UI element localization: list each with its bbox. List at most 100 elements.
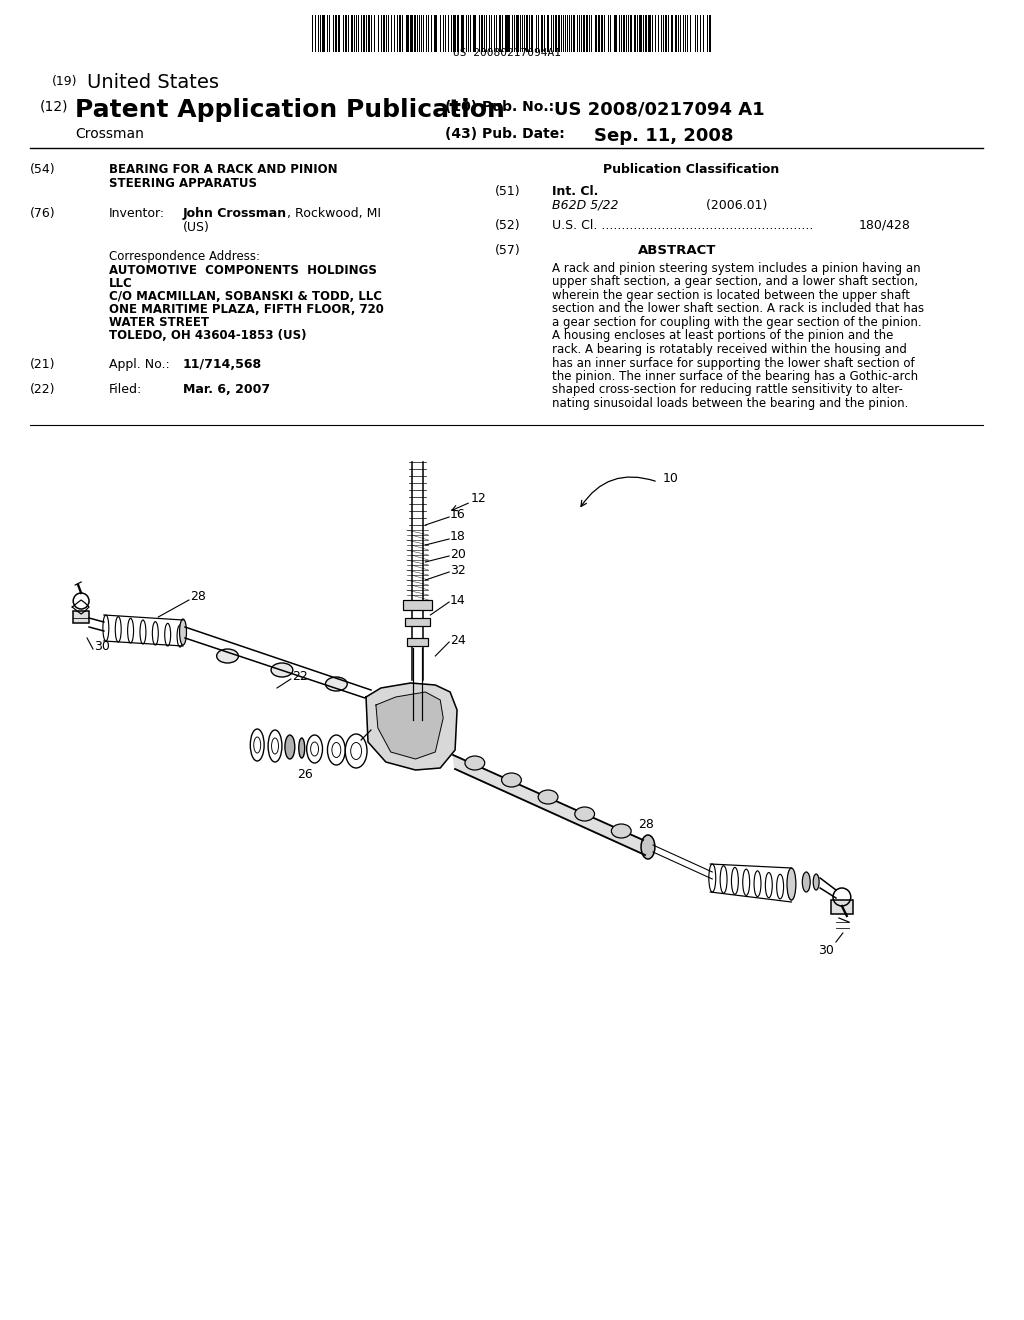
Bar — [601, 15, 603, 51]
Bar — [461, 15, 464, 51]
Text: (2006.01): (2006.01) — [666, 199, 767, 213]
Text: (12): (12) — [40, 100, 68, 114]
Text: (22): (22) — [30, 383, 55, 396]
Polygon shape — [453, 755, 645, 855]
Text: upper shaft section, a gear section, and a lower shaft section,: upper shaft section, a gear section, and… — [552, 276, 919, 289]
Bar — [645, 15, 647, 51]
Bar — [541, 15, 543, 51]
Text: (54): (54) — [30, 162, 55, 176]
Text: rack. A bearing is rotatably received within the housing and: rack. A bearing is rotatably received wi… — [552, 343, 907, 356]
Ellipse shape — [326, 677, 347, 690]
Text: John Crossman: John Crossman — [183, 207, 287, 220]
Bar — [324, 15, 326, 51]
Bar — [410, 15, 413, 51]
Text: 30: 30 — [818, 944, 834, 957]
Text: C/O MACMILLAN, SOBANSKI & TODD, LLC: C/O MACMILLAN, SOBANSKI & TODD, LLC — [109, 290, 382, 304]
Text: (57): (57) — [495, 244, 520, 257]
Bar — [453, 15, 456, 51]
Text: (19): (19) — [51, 75, 77, 88]
Text: , Rockwood, MI: , Rockwood, MI — [287, 207, 381, 220]
Bar — [336, 15, 337, 51]
Text: US 20080217094A1: US 20080217094A1 — [453, 48, 560, 58]
Bar — [345, 15, 347, 51]
Text: 16: 16 — [451, 508, 466, 521]
Bar — [572, 15, 574, 51]
Text: Sep. 11, 2008: Sep. 11, 2008 — [594, 127, 733, 145]
Text: Mar. 6, 2007: Mar. 6, 2007 — [183, 383, 270, 396]
Bar — [398, 15, 400, 51]
Text: AUTOMOTIVE  COMPONENTS  HOLDINGS: AUTOMOTIVE COMPONENTS HOLDINGS — [109, 264, 377, 277]
Bar — [368, 15, 370, 51]
Text: shaped cross-section for reducing rattle sensitivity to alter-: shaped cross-section for reducing rattle… — [552, 384, 903, 396]
Text: Correspondence Address:: Correspondence Address: — [109, 249, 260, 263]
Text: nating sinusoidal loads between the bearing and the pinion.: nating sinusoidal loads between the bear… — [552, 397, 908, 411]
Bar — [547, 15, 549, 51]
Bar — [671, 15, 673, 51]
Text: (51): (51) — [495, 185, 520, 198]
Text: ONE MARITIME PLAZA, FIFTH FLOOR, 720: ONE MARITIME PLAZA, FIFTH FLOOR, 720 — [109, 304, 384, 315]
Text: U.S. Cl. .....................................................: U.S. Cl. ...............................… — [552, 219, 813, 232]
Text: A rack and pinion steering system includes a pinion having an: A rack and pinion steering system includ… — [552, 261, 921, 275]
Text: 24: 24 — [451, 634, 466, 647]
Text: Crossman: Crossman — [75, 127, 144, 141]
Ellipse shape — [611, 824, 631, 838]
Text: A housing encloses at least portions of the pinion and the: A housing encloses at least portions of … — [552, 330, 893, 342]
Text: 10: 10 — [663, 471, 679, 484]
Bar — [586, 15, 588, 51]
Text: Patent Application Publication: Patent Application Publication — [75, 98, 505, 121]
Bar — [73, 611, 89, 623]
Text: 180/428: 180/428 — [859, 219, 910, 232]
Ellipse shape — [813, 874, 819, 890]
Bar — [404, 618, 430, 626]
Bar — [499, 15, 501, 51]
Text: a gear section for coupling with the gear section of the pinion.: a gear section for coupling with the gea… — [552, 315, 922, 329]
Bar — [831, 900, 853, 913]
Text: (21): (21) — [30, 358, 55, 371]
Bar — [531, 15, 534, 51]
Text: (76): (76) — [30, 207, 55, 220]
Bar — [457, 15, 459, 51]
Text: 30: 30 — [94, 640, 110, 653]
Bar — [402, 601, 432, 610]
Text: (10) Pub. No.:: (10) Pub. No.: — [445, 100, 554, 114]
Ellipse shape — [271, 663, 293, 677]
Bar — [639, 15, 642, 51]
Text: STEERING APPARATUS: STEERING APPARATUS — [109, 177, 257, 190]
Text: 11/714,568: 11/714,568 — [183, 358, 262, 371]
Text: LLC: LLC — [109, 277, 132, 290]
Ellipse shape — [217, 649, 239, 663]
Bar — [630, 15, 632, 51]
Bar — [509, 15, 511, 51]
Ellipse shape — [787, 869, 796, 900]
Text: 26: 26 — [297, 768, 312, 781]
Bar — [434, 15, 437, 51]
Text: B62D 5/22: B62D 5/22 — [552, 199, 618, 213]
Text: United States: United States — [87, 73, 219, 92]
Bar — [407, 638, 428, 645]
Bar — [648, 15, 651, 51]
Text: Inventor:: Inventor: — [109, 207, 165, 220]
Text: 14: 14 — [451, 594, 466, 606]
Polygon shape — [376, 692, 443, 759]
Ellipse shape — [299, 738, 305, 758]
Text: ABSTRACT: ABSTRACT — [638, 244, 717, 257]
Text: (52): (52) — [495, 219, 520, 232]
Ellipse shape — [574, 807, 595, 821]
Bar — [624, 15, 626, 51]
Bar — [598, 15, 599, 51]
Bar — [338, 15, 340, 51]
Text: Publication Classification: Publication Classification — [603, 162, 779, 176]
Bar — [583, 15, 585, 51]
Text: 12: 12 — [471, 491, 486, 504]
Bar — [634, 15, 636, 51]
Bar — [516, 15, 519, 51]
Ellipse shape — [641, 836, 655, 859]
Text: TOLEDO, OH 43604-1853 (US): TOLEDO, OH 43604-1853 (US) — [109, 329, 306, 342]
Text: US 2008/0217094 A1: US 2008/0217094 A1 — [554, 100, 765, 117]
Bar — [505, 15, 508, 51]
Text: (43) Pub. Date:: (43) Pub. Date: — [445, 127, 565, 141]
Text: Filed:: Filed: — [109, 383, 142, 396]
Text: has an inner surface for supporting the lower shaft section of: has an inner surface for supporting the … — [552, 356, 914, 370]
Ellipse shape — [502, 774, 521, 787]
Text: Appl. No.:: Appl. No.: — [109, 358, 170, 371]
